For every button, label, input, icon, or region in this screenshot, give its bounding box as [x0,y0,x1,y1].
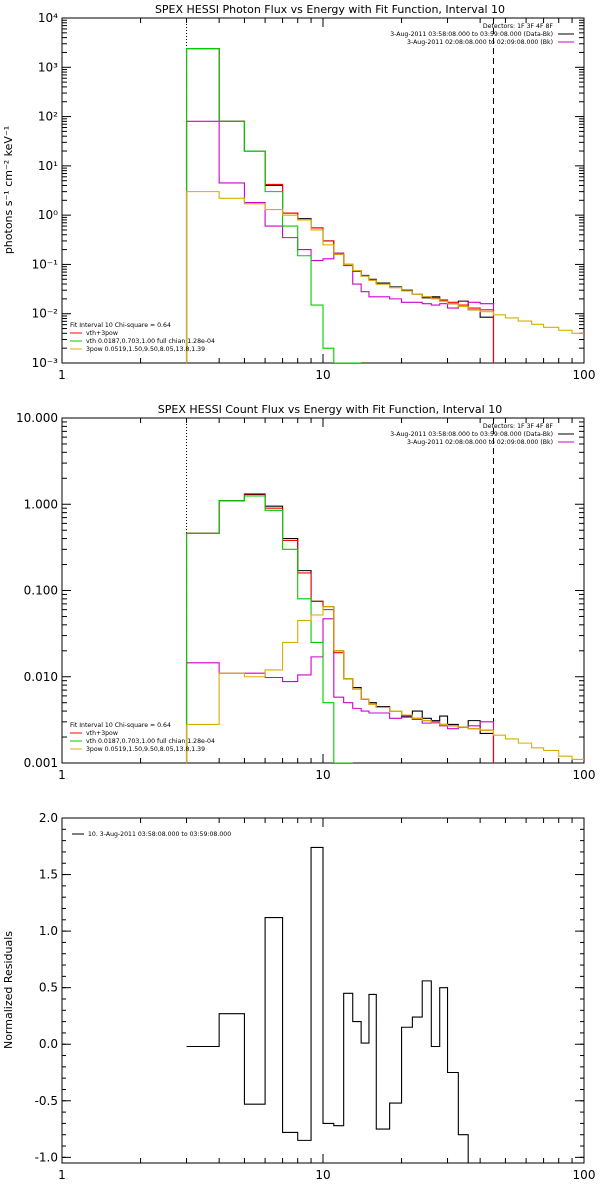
legend-entry-text: 3-Aug-2011 02:08:08.000 to 02:09:08.000 … [407,439,553,446]
y-tick-label: -0.5 [35,1094,58,1108]
legend-entry-text: 3-Aug-2011 03:58:08.000 to 03:59:08.000 … [390,431,553,438]
series-bk-line [185,618,495,763]
legend-entry-text: 3-Aug-2011 02:08:08.000 to 02:09:08.000 … [407,39,553,46]
y-tick-label: 2.0 [39,811,58,825]
y-tick-label: 1.000 [24,497,58,511]
photon-ylabel: photons s⁻¹ cm⁻² keV⁻¹ [2,126,15,254]
x-tick-label: 1 [58,368,66,382]
fit-legend-text: 3pow 0.0519,1.50,9.50,8.05,13.8,1.39 [86,346,205,353]
legend-entry-text: 3-Aug-2011 03:58:08.000 to 03:59:08.000 … [390,31,553,38]
y-tick-label: 0.100 [24,584,58,598]
count-plot-frame [61,417,585,764]
resid-plot: 1 10 100 -1.0 -0.5 0.0 0.5 1.0 1.5 2.0 10. 3-Aug-2… [35,811,596,1182]
y-tick-label: 10⁻² [32,307,59,321]
fit-legend-text: vth+3pow [86,730,118,737]
series-data-bk-line [185,493,495,763]
y-tick-label: 10⁻¹ [32,257,59,271]
fit-legend-text: vth+3pow [86,330,118,337]
y-tick-label: 1.0 [39,924,58,938]
x-tick-label: 100 [573,1168,596,1182]
series-3pow-line [185,606,584,763]
y-tick-label: 0.001 [24,756,58,770]
x-tick-label: 100 [573,368,596,382]
series-3pow-line [185,191,584,363]
y-tick-label: 10⁴ [38,11,58,25]
photon-panel: SPEX HESSI Photon Flux vs Energy with Fi… [2,3,595,382]
y-tick-label: 10.000 [16,411,58,425]
fit-legend-text: vth 0.0187,0.703,1.00 full chian 1.28e-0… [86,338,215,345]
y-tick-label: 0.5 [39,981,58,995]
resid-ylabel: Normalized Residuals [2,931,15,1049]
photon-title: SPEX HESSI Photon Flux vs Energy with Fi… [155,3,505,16]
y-tick-label: 10¹ [38,159,58,173]
series-residuals-line [186,846,494,1163]
y-tick-label: 1.5 [39,868,58,882]
count-panel: SPEX HESSI Count Flux vs Energy with Fit… [16,403,595,782]
x-tick-label: 10 [315,768,330,782]
y-tick-label: 10⁰ [38,208,58,222]
series-vth-3pow-line [185,47,495,363]
x-tick-label: 10 [315,1168,330,1182]
photon-plot: 1 10 100 10⁻³ 10⁻² 10⁻¹ 10⁰ 10¹ 10² 10³ 10⁴ Detecto… [32,11,596,382]
y-tick-label: 0.0 [39,1037,58,1051]
series-group [185,47,584,363]
x-tick-label: 100 [573,768,596,782]
legend-header: Detectors: 1F 3F 4F 8F [483,23,554,30]
y-tick-label: 0.010 [24,670,58,684]
series-vth-line [185,495,353,763]
y-tick-label: 10⁻³ [32,356,59,370]
series-bk-line [185,120,495,363]
y-tick-label: 10³ [38,60,58,74]
fit-legend-text: vth 0.0187,0.703,1.00 full chian 1.28e-0… [86,738,215,745]
series-group [185,493,584,763]
y-tick-label: -1.0 [35,1150,58,1164]
series-group [186,846,494,1163]
fit-legend-text: 3pow 0.0519,1.50,9.50,8.05,13.8,1.39 [86,746,205,753]
series-data-bk-line [185,47,495,363]
legend-header: Detectors: 1F 3F 4F 8F [483,423,554,430]
x-tick-label: 1 [58,768,66,782]
fit-legend-header: Fit Interval 10 Chi-square = 0.64 [70,322,171,329]
resid-legend-text: 10. 3-Aug-2011 03:58:08.000 to 03:59:08.… [88,831,231,838]
count-title: SPEX HESSI Count Flux vs Energy with Fit… [158,403,502,416]
count-plot: 1 10 100 0.001 0.010 0.100 1.000 10.000 Detector… [16,411,595,782]
x-tick-label: 10 [315,368,330,382]
x-tick-label: 1 [58,1168,66,1182]
fit-legend-header: Fit Interval 10 Chi-square = 0.64 [70,722,171,729]
series-vth-line [185,47,362,363]
y-tick-label: 10² [38,110,58,124]
residuals-panel: Normalized Residuals 1 10 100 -1.0 -0.5 0.0 0.… [2,811,595,1182]
